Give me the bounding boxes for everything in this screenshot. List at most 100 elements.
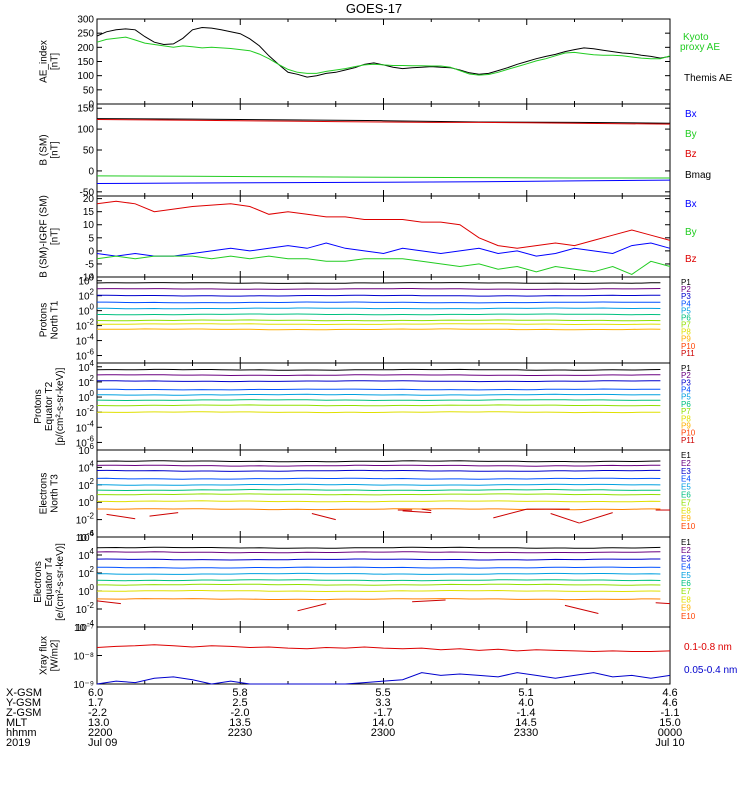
protons_t2-series-p4: [97, 388, 661, 391]
bigrf-series-bz: [96, 200, 671, 249]
electrons_t3-legend-e4: E4: [681, 475, 691, 484]
footer-cell: -1.4: [517, 707, 536, 719]
protons_t2-series-p3: [96, 380, 661, 383]
ae-series-kyoto-proxy-ae: [96, 36, 671, 76]
footer-cell: 4.6: [662, 697, 677, 709]
electrons_t4-series-e1: [96, 546, 661, 549]
bsm-ytick-label: 50: [83, 146, 95, 157]
bigrf-ylabel: [nT]: [50, 228, 61, 245]
electrons_t4-legend-e10: E10: [681, 612, 696, 621]
protons_t1-series-p4: [97, 301, 661, 304]
bsm-series-bz: [96, 119, 671, 125]
electrons_t4-frame: [96, 536, 671, 628]
electrons_t3-legend-e1: E1: [681, 451, 691, 460]
electrons_t3-series-e3: [96, 469, 661, 472]
footer-cell: Jul 09: [88, 737, 117, 749]
bigrf-legend-item: Bz: [685, 254, 697, 265]
electrons_t3-frame: [96, 449, 671, 538]
ae-ylabel: [nT]: [50, 53, 61, 70]
ae-ytick-label: 250: [77, 29, 94, 40]
bsm-legend-item: By: [685, 129, 697, 140]
footer-cell: 2200: [88, 727, 112, 739]
footer-row-label: 2019: [6, 737, 30, 749]
protons_t2-series-p8: [96, 411, 661, 414]
footer-row-label: Y-GSM: [6, 697, 41, 709]
bigrf-legend-item: By: [685, 227, 697, 238]
protons_t2-series-p7: [96, 404, 661, 407]
protons_t2-legend-p5: P5: [681, 393, 691, 402]
footer-cell: -1.7: [374, 707, 393, 719]
bsm-ylabel: B (SM): [39, 134, 50, 165]
protons_t1-series-p3: [97, 294, 661, 297]
xray-ytick-label: 10⁻⁸: [73, 652, 94, 663]
electrons_t3-series-e8: [97, 500, 661, 503]
electrons_t4-ylabel: [e/(cm²-s-sr-keV)]: [55, 543, 66, 621]
protons_t2-legend-p10: P10: [681, 429, 696, 438]
footer-cell: 1.7: [88, 697, 103, 709]
electrons_t4-legend-e9: E9: [681, 604, 691, 613]
electrons-t3-e10-fragment: [421, 508, 432, 511]
electrons_t3-ytick-label: 104: [78, 459, 94, 474]
protons_t2-legend-p1: P1: [681, 364, 691, 373]
ae-ylabel: AE_index: [39, 40, 50, 83]
xray-legend-item: 0.1-0.8 nm: [684, 642, 732, 653]
electrons_t4-series-e9: [96, 598, 661, 601]
footer-cell: 3.3: [375, 697, 390, 709]
electrons_t3-legend-e2: E2: [681, 459, 691, 468]
protons_t1-ytick-label: 100: [78, 303, 94, 318]
electrons_t4-series-e7: [97, 583, 661, 586]
electrons_t3-legend-e8: E8: [681, 506, 691, 515]
xray-panel: 10⁻⁷ 10⁻⁸ 10⁻⁹ Xray flux [W/m2] 0.1-0.8 nm 0.0…: [39, 623, 738, 691]
electrons-t3-e10-fragment: [550, 513, 580, 524]
protons_t2-ylabel: Protons: [33, 389, 44, 423]
protons_t1-legend-p8: P8: [681, 328, 691, 337]
protons_t1-series-p5: [97, 307, 661, 310]
protons_t1-ytick-label: 10-4: [76, 333, 95, 348]
protons_t1-series-p6: [97, 313, 661, 316]
bigrf-ylabel: B (SM)-IGRF (SM): [39, 195, 50, 278]
protons_t1-ylabel: Protons: [39, 303, 50, 337]
protons_t2-ylabel: [p/(cm²-s-sr-keV)]: [55, 367, 66, 445]
xray-ytick-label: 10⁻⁷: [74, 623, 94, 634]
ae-legend-themis: Themis AE: [684, 73, 733, 84]
electrons_t4-legend-e1: E1: [681, 538, 691, 547]
xray-ytick-label: 10⁻⁹: [73, 680, 94, 691]
protons_t2-series-p5: [97, 393, 661, 396]
protons_t2-frame: [96, 362, 671, 451]
ae-legend-proxy: proxy AE: [680, 42, 720, 53]
protons_t2-series-p2: [96, 374, 661, 377]
bigrf-ytick-label: 15: [83, 207, 95, 218]
ae-ytick-label: 50: [83, 85, 95, 96]
footer-row-label: MLT: [6, 717, 27, 729]
electrons_t3-legend-e10: E10: [681, 522, 696, 531]
footer-cell: 14.5: [515, 717, 536, 729]
electrons_t4-legend-e4: E4: [681, 563, 691, 572]
electrons_t4-series-e2: [96, 551, 661, 554]
protons_t2-ylabel: Equator T2: [44, 381, 55, 431]
protons_t1-legend-p4: P4: [681, 299, 691, 308]
protons_t2-legend-p11: P11: [681, 436, 695, 445]
electrons_t4-legend-e7: E7: [681, 587, 691, 596]
bsm-ytick-label: -50: [80, 187, 95, 198]
ae-ytick-label: 150: [77, 57, 94, 68]
bigrf-ytick-label: 5: [88, 233, 94, 244]
footer-cell: 2300: [371, 727, 395, 739]
footer-cell: 4.6: [662, 687, 677, 699]
electrons_t4-legend-e8: E8: [681, 595, 691, 604]
protons_t1-series-p7: [96, 319, 661, 322]
bsm-ylabel: [nT]: [50, 141, 61, 158]
protons_t1-legend-p10: P10: [681, 342, 696, 351]
footer-cell: 14.0: [372, 717, 393, 729]
xray-legend-item: 0.05-0.4 nm: [684, 665, 737, 676]
protons_t2-legend-p8: P8: [681, 414, 691, 423]
ae-series-themis-ae: [96, 26, 671, 78]
figure-title: GOES-17: [346, 1, 402, 16]
electrons-t3-e10-fragment: [402, 510, 432, 514]
bsm-legend-item: Bz: [685, 149, 697, 160]
protons_t2-legend-p6: P6: [681, 400, 691, 409]
electrons-t3-e10-fragment: [579, 512, 613, 524]
